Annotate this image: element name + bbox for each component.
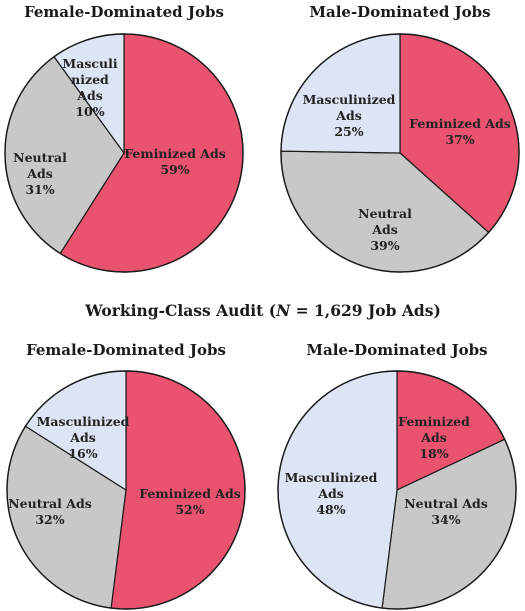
slice-label-masculinized: Masculinized Ads 16% — [37, 414, 130, 461]
slice-label-neutral: Neutral Ads 31% — [13, 150, 67, 197]
slice-label-line: Feminized — [398, 414, 470, 429]
slice-percent: 59% — [160, 162, 189, 177]
slice-label-line: nized — [71, 72, 109, 87]
slice-label-line: Ads — [335, 108, 361, 123]
slice-percent: 16% — [68, 446, 97, 461]
slice-label-line: Masculinized — [285, 470, 378, 485]
slice-label-line: Neutral Ads — [8, 496, 92, 511]
slice-label-line: Masculi — [62, 56, 117, 71]
slice-label-line: Feminized Ads — [409, 116, 511, 131]
slice-percent: 39% — [370, 238, 399, 253]
slice-label-feminized: Feminized Ads 59% — [124, 146, 226, 177]
pie-outline — [6, 370, 246, 610]
slice-label-line: Ads — [371, 222, 397, 237]
slice-percent: 32% — [35, 512, 64, 527]
slice-percent: 25% — [334, 124, 363, 139]
slice-label-line: Ads — [76, 88, 102, 103]
slice-label-masculinized: Masculinized Ads 48% — [285, 470, 378, 517]
section-title-n: N — [275, 301, 291, 320]
pie-male-dominated-2: Feminized Ads 18%Neutral Ads 34%Masculinize… — [277, 370, 517, 610]
slice-label-line: Masculinized — [303, 92, 396, 107]
pie-female-dominated-1: Feminized Ads 59%Neutral Ads 31%Masculi nize… — [4, 33, 244, 273]
slice-label-feminized: Feminized Ads 18% — [398, 414, 470, 461]
slice-percent: 34% — [431, 512, 460, 527]
slice-percent: 52% — [175, 502, 204, 517]
slice-label-line: Ads — [26, 166, 52, 181]
section-title: Working-Class Audit (N = 1,629 Job Ads) — [84, 301, 441, 320]
section-title-prefix: Working-Class Audit ( — [84, 301, 276, 320]
slice-percent: 18% — [419, 446, 448, 461]
slice-label-neutral: Neutral Ads 39% — [358, 206, 412, 253]
slice-label-neutral: Neutral Ads 34% — [404, 496, 488, 527]
slice-label-line: Neutral Ads — [404, 496, 488, 511]
pie-outline — [4, 33, 244, 273]
section-title-suffix: = 1,629 Job Ads) — [290, 301, 441, 320]
slice-label-line: Neutral — [358, 206, 412, 221]
slice-label-line: Neutral — [13, 150, 67, 165]
slice-label-line: Feminized Ads — [124, 146, 226, 161]
slice-percent: 31% — [25, 182, 54, 197]
slice-percent: 37% — [445, 132, 474, 147]
pie-male-dominated-1: Feminized Ads 37%Neutral Ads 39%Masculinize… — [280, 33, 520, 273]
chart-title-4: Male-Dominated Jobs — [306, 341, 487, 359]
slice-percent: 48% — [316, 502, 345, 517]
chart-title-3: Female-Dominated Jobs — [26, 341, 226, 359]
slice-label-line: Feminized Ads — [139, 486, 241, 501]
chart-title-2: Male-Dominated Jobs — [309, 3, 490, 21]
slice-label-feminized: Feminized Ads 52% — [139, 486, 241, 517]
pie-outline — [277, 370, 517, 610]
slice-label-line: Ads — [317, 486, 343, 501]
slice-label-masculinized: Masculinized Ads 25% — [303, 92, 396, 139]
slice-percent: 10% — [75, 104, 104, 119]
slice-label-line: Ads — [69, 430, 95, 445]
pie-female-dominated-2: Feminized Ads 52% Neutral Ads 32% Masculiniz… — [6, 370, 246, 610]
slice-label-feminized: Feminized Ads 37% — [409, 116, 511, 147]
slice-label-neutral: Neutral Ads 32% — [8, 496, 92, 527]
pie-outline — [280, 33, 520, 273]
slice-label-line: Masculinized — [37, 414, 130, 429]
slice-label-masculinized: Masculi nized Ads 10% — [62, 56, 117, 119]
slice-label-line: Ads — [420, 430, 446, 445]
chart-title-1: Female-Dominated Jobs — [24, 3, 224, 21]
